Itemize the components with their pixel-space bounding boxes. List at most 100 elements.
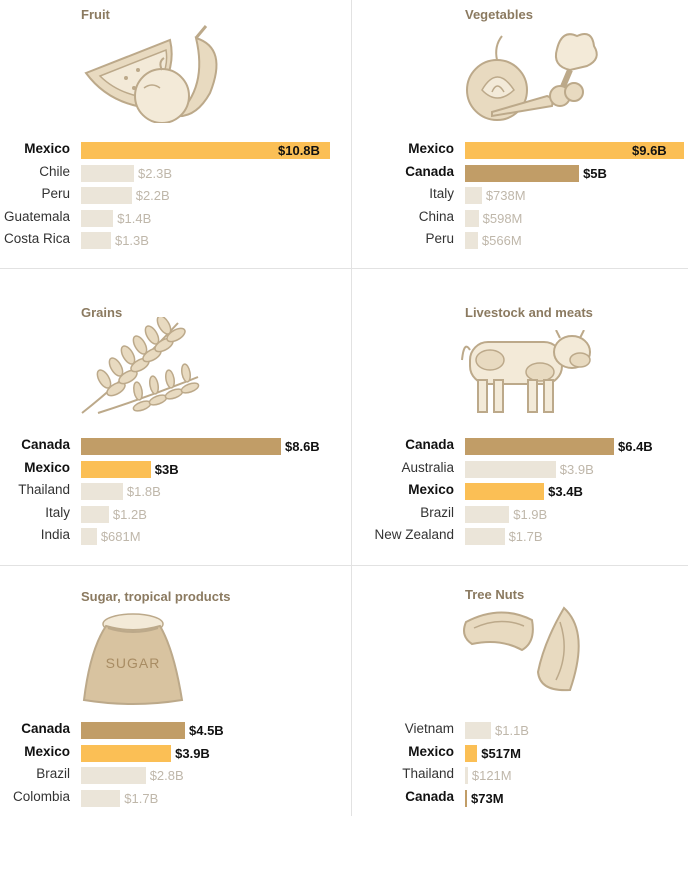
bar	[81, 142, 330, 159]
bar	[465, 789, 467, 807]
bar	[465, 187, 482, 204]
bar-value-label: $5B	[583, 165, 607, 181]
cow-illustration	[460, 329, 600, 425]
bar-label: Mexico	[24, 743, 70, 759]
bar-label: Mexico	[24, 141, 70, 156]
bar-value-label: $1.3B	[114, 233, 149, 248]
bar-value-label: $1.7B	[508, 529, 543, 544]
bar-label: Canada	[405, 788, 454, 804]
bar-label: Chile	[39, 163, 70, 179]
bar-label: Mexico	[408, 743, 454, 759]
bar-value-label: $1.2B	[112, 506, 147, 522]
bar-label: Peru	[41, 186, 70, 201]
horizontal-divider	[0, 268, 688, 269]
bar	[465, 722, 491, 739]
bar	[81, 232, 111, 249]
bar-value-label: $73M	[471, 790, 504, 806]
bar-label: Canada	[21, 437, 70, 452]
bar-label: Brazil	[36, 766, 70, 781]
vegetables-illustration	[462, 24, 602, 129]
bar	[465, 767, 468, 784]
bar-value-label: $681M	[100, 529, 141, 544]
chart-title: Sugar, tropical products	[81, 589, 231, 604]
bar-value-label: $566M	[481, 233, 522, 248]
bar-label: Costa Rica	[3, 231, 70, 246]
bar-value-label: $6.4B	[618, 439, 653, 454]
bar	[465, 483, 545, 500]
bar	[81, 460, 151, 478]
bar-value-label: $2.2B	[135, 188, 170, 203]
sack-text: SUGAR	[106, 655, 161, 671]
bar	[465, 528, 505, 545]
bar	[465, 438, 614, 455]
bar-value-label: $1.7B	[124, 790, 159, 806]
bar-label: Guatemala	[3, 208, 70, 224]
chart-panel-vegetables: Vegetables Mexico $9.6B Canada $5B Italy $738…	[344, 0, 688, 290]
bar-label: Mexico	[24, 459, 70, 475]
bar-value-label: $1.1B	[495, 723, 529, 738]
bar-value-label: $8.6B	[285, 439, 320, 454]
bar-label: Italy	[45, 504, 70, 520]
bar	[81, 164, 135, 182]
bar-value-label: $9.6B	[632, 143, 667, 158]
bar-value-label: $3.9B	[559, 461, 594, 477]
bar-label: New Zealand	[374, 527, 454, 542]
bar-label: China	[418, 208, 454, 224]
bar	[465, 505, 510, 523]
bar-value-label: $1.9B	[513, 506, 548, 522]
bar-value-label: $738M	[485, 188, 526, 203]
vertical-divider	[351, 0, 352, 816]
chart-title: Livestock and meats	[465, 305, 593, 320]
bar-value-label: $2.8B	[149, 768, 184, 783]
chart-title: Fruit	[81, 7, 110, 22]
bar-label: Australia	[401, 459, 454, 475]
bar	[81, 722, 185, 739]
bar	[81, 187, 132, 204]
bar	[465, 460, 556, 478]
chart-panel-sugar-tropical-products: Sugar, tropical products SUGAR Canada $4.5…	[0, 584, 344, 874]
bar-value-label: $2.3B	[138, 165, 172, 181]
chart-title: Vegetables	[465, 7, 533, 22]
bar	[81, 438, 281, 455]
chart-panel-livestock-and-meats: Livestock and meats Canada $6.4B Australia…	[344, 292, 688, 582]
bar-label: Mexico	[408, 482, 454, 497]
chart-panel-fruit: Fruit Mexico $10.8B Chile $2.3B Peru $2.2B Gua…	[0, 0, 344, 290]
bar-label: Italy	[429, 186, 454, 201]
sugar-sack-illustration: SUGAR	[78, 610, 188, 715]
bar-value-label: $3.4B	[548, 484, 583, 499]
bar-value-label: $121M	[471, 768, 512, 783]
bar	[81, 528, 97, 545]
bar-label: India	[40, 527, 70, 542]
bar	[465, 164, 580, 182]
bar-value-label: $517M	[481, 745, 521, 761]
bar-label: Vietnam	[404, 721, 454, 736]
bar-label: Colombia	[12, 788, 70, 804]
bar-label: Thailand	[402, 766, 454, 781]
bar-value-label: $3B	[154, 461, 179, 477]
bar	[465, 744, 478, 762]
bar	[81, 209, 114, 227]
bar-label: Thailand	[18, 482, 70, 497]
bar-value-label: $1.4B	[117, 210, 152, 226]
bar-label: Brazil	[420, 504, 454, 520]
chart-panel-tree-nuts: Tree Nuts Vietnam $1.1B Mexico $517M Thailan…	[344, 584, 688, 874]
horizontal-divider	[0, 565, 688, 566]
bar-value-label: $1.8B	[126, 484, 161, 499]
bar-value-label: $4.5B	[189, 723, 224, 738]
wheat-illustration	[78, 315, 203, 422]
bar	[81, 505, 109, 523]
chart-title: Grains	[81, 305, 123, 320]
bar	[81, 744, 172, 762]
bar-value-label: $598M	[482, 210, 523, 226]
bar-value-label: $10.8B	[278, 143, 320, 158]
nuts-illustration	[460, 602, 590, 697]
bar-label: Canada	[405, 163, 454, 179]
bar-value-label: $3.9B	[175, 745, 210, 761]
bar-label: Peru	[425, 231, 454, 246]
chart-panel-grains: Grains Canada $8.6B Mexico $3B Thailand $1.8B…	[0, 292, 344, 582]
bar-label: Mexico	[408, 141, 454, 156]
bar	[81, 483, 123, 500]
chart-title: Tree Nuts	[465, 587, 525, 602]
fruit-illustration	[78, 18, 228, 128]
bar	[81, 767, 146, 784]
